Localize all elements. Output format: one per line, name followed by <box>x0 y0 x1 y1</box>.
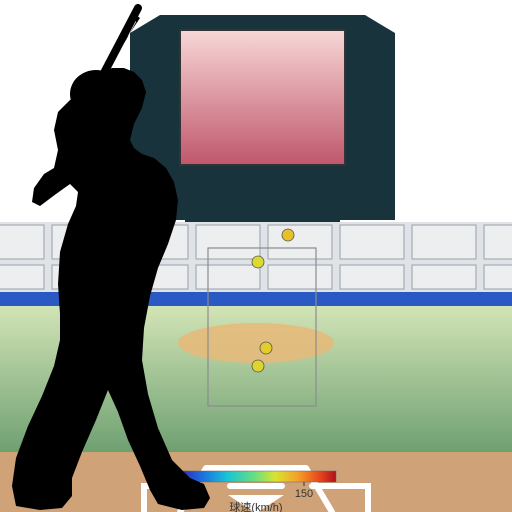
pitch-location-chart: 100150球速(km/h) <box>0 0 512 512</box>
mound <box>178 323 334 363</box>
seat-panel <box>340 265 404 289</box>
seat-panel <box>268 225 332 259</box>
pitch-point <box>252 360 264 372</box>
seat-panel <box>484 265 512 289</box>
seat-panel <box>196 225 260 259</box>
seat-panel <box>412 265 476 289</box>
scene-svg: 100150球速(km/h) <box>0 0 512 512</box>
colorbar <box>176 471 336 482</box>
seat-panel <box>0 265 44 289</box>
colorbar-tick-label: 150 <box>295 488 313 500</box>
seat-panel <box>412 225 476 259</box>
seat-panel <box>268 265 332 289</box>
pitch-point <box>260 342 272 354</box>
seat-panel <box>0 225 44 259</box>
seat-panel <box>340 225 404 259</box>
seat-panel <box>196 265 260 289</box>
pitch-point <box>252 256 264 268</box>
pitch-point <box>282 229 294 241</box>
scoreboard-screen <box>180 30 345 165</box>
seat-panel <box>484 225 512 259</box>
colorbar-label: 球速(km/h) <box>229 500 282 512</box>
